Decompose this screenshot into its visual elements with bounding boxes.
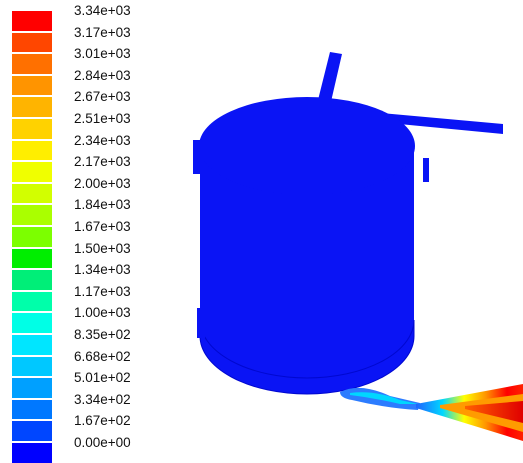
legend-label: 3.34e+02	[74, 391, 131, 407]
legend-label: 2.17e+03	[74, 154, 131, 170]
legend-label: 1.67e+02	[74, 413, 131, 429]
legend-swatch	[12, 227, 52, 247]
legend-swatch	[12, 270, 52, 290]
legend-label: 6.68e+02	[74, 348, 131, 364]
color-legend-bar	[12, 11, 52, 463]
legend-label: 2.34e+03	[74, 132, 131, 148]
legend-label: 8.35e+02	[74, 327, 131, 342]
vessel-body	[200, 146, 414, 393]
legend-swatch	[12, 421, 52, 441]
legend-swatch	[12, 162, 52, 182]
legend-label: 3.01e+03	[74, 46, 131, 62]
vessel-top-cap	[199, 97, 415, 195]
vessel-bottom-band	[199, 319, 415, 395]
legend-swatch	[12, 378, 52, 398]
legend-swatch	[12, 291, 52, 312]
legend-label: 0.00e+00	[74, 435, 131, 450]
legend-swatch	[12, 11, 52, 31]
color-legend-labels: 3.34e+03 3.17e+03 3.01e+03 2.84e+03 2.67e+03…	[74, 0, 164, 454]
legend-swatch	[12, 335, 52, 355]
legend-label: 3.34e+03	[74, 3, 131, 18]
legend-label: 1.17e+03	[74, 283, 131, 299]
legend-swatch	[12, 313, 52, 333]
vessel-bottom-flange	[197, 308, 205, 338]
vessel-right-flange	[423, 158, 429, 182]
legend-swatch	[12, 183, 52, 204]
legend-label: 2.51e+03	[74, 111, 131, 126]
legend-label: 5.01e+02	[74, 370, 131, 386]
legend-swatch	[12, 54, 52, 74]
legend-swatch	[12, 205, 52, 225]
legend-label: 1.84e+03	[74, 197, 131, 213]
legend-swatch	[12, 75, 52, 96]
legend-swatch	[12, 140, 52, 161]
legend-label: 1.50e+03	[74, 240, 131, 256]
legend-swatch	[12, 97, 52, 117]
vessel-left-flange	[193, 140, 203, 174]
legend-label: 3.17e+03	[74, 24, 131, 40]
legend-swatch	[12, 119, 52, 139]
legend-label: 2.67e+03	[74, 89, 131, 105]
outlet-nozzle-highlight	[350, 392, 418, 404]
legend-label: 1.00e+03	[74, 305, 131, 321]
vertical-inlet-pipe	[317, 52, 342, 106]
legend-swatch	[12, 399, 52, 420]
legend-label: 1.67e+03	[74, 219, 131, 234]
legend-swatch	[12, 32, 52, 53]
legend-label: 2.84e+03	[74, 67, 131, 83]
side-pipe	[368, 112, 503, 134]
jet-plume-core	[465, 401, 523, 423]
legend-label: 1.34e+03	[74, 262, 131, 278]
legend-label: 2.00e+03	[74, 175, 131, 191]
legend-swatch	[12, 248, 52, 269]
legend-swatch	[12, 356, 52, 377]
